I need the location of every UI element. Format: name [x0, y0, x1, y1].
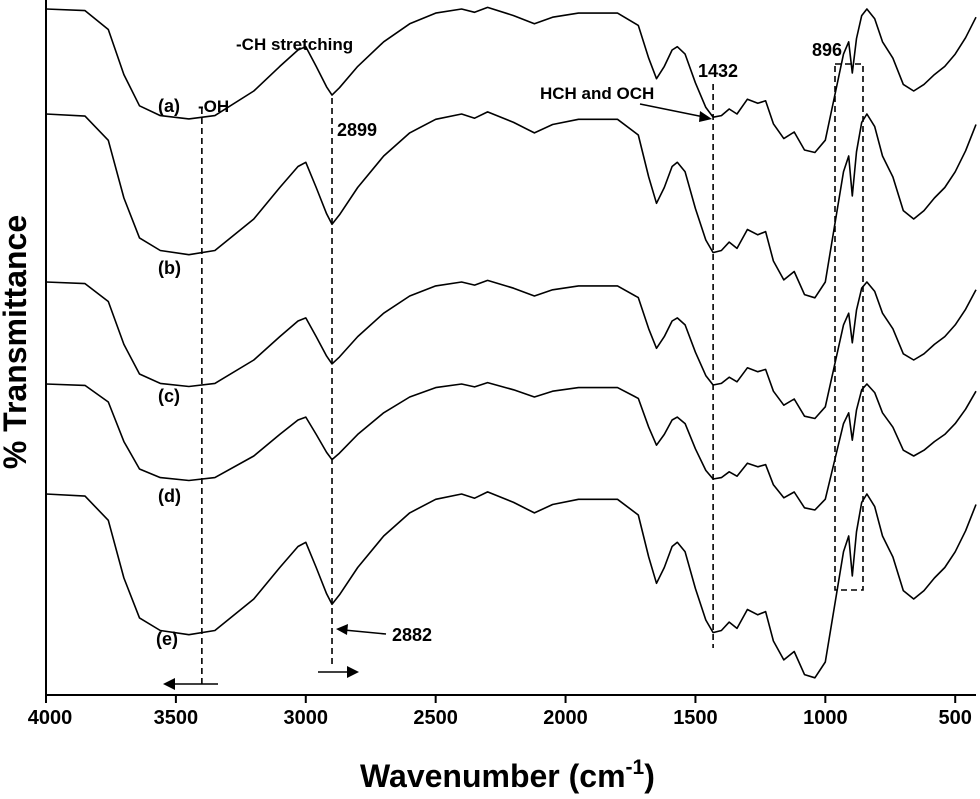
x-tick-label: 1500	[673, 707, 718, 729]
y-axis-title: % Transmittance	[0, 215, 33, 469]
guide-lines	[201, 84, 714, 684]
annotation-2882: 2882	[392, 625, 432, 645]
x-axis-title: Wavenumber (cm-1)	[360, 756, 655, 794]
x-tick-label: 1000	[803, 707, 848, 729]
spectrum-e	[45, 491, 977, 679]
series-label-c: (c)	[158, 386, 180, 406]
spectrum-c	[45, 279, 977, 420]
annotation-896: 896	[812, 40, 842, 60]
x-tick-label: 2500	[413, 707, 458, 729]
series-label-a: (a)	[158, 96, 180, 116]
annotation-ch-stretching: -CH stretching	[236, 35, 353, 54]
arrow-hch-och	[639, 103, 712, 122]
annotation-1432: 1432	[698, 61, 738, 81]
x-tick-label: 3500	[154, 707, 199, 729]
x-tick-label: 4000	[28, 707, 73, 729]
x-tick-label: 500	[939, 707, 972, 729]
annotation-hch-och: HCH and OCH	[540, 84, 654, 103]
box-896	[834, 63, 864, 591]
annotation-2899: 2899	[337, 120, 377, 140]
series-label-b: (b)	[158, 258, 181, 278]
spectrum-d	[45, 381, 977, 511]
spectrum-a	[45, 6, 977, 154]
spectra	[45, 6, 977, 679]
x-tick-label: 3000	[284, 707, 329, 729]
x-tick-label: 2000	[543, 707, 588, 729]
spectrum-b	[45, 111, 977, 299]
x-ticks: 4000 3500 3000 2500 2000 1500 1000 500	[28, 695, 972, 729]
arrow-ch-shift	[318, 666, 359, 678]
series-label-d: (d)	[158, 486, 181, 506]
series-label-e: (e)	[156, 629, 178, 649]
arrow-oh-shift	[163, 678, 218, 690]
arrow-2882	[336, 624, 387, 635]
annotation-oh: -OH	[198, 97, 229, 116]
